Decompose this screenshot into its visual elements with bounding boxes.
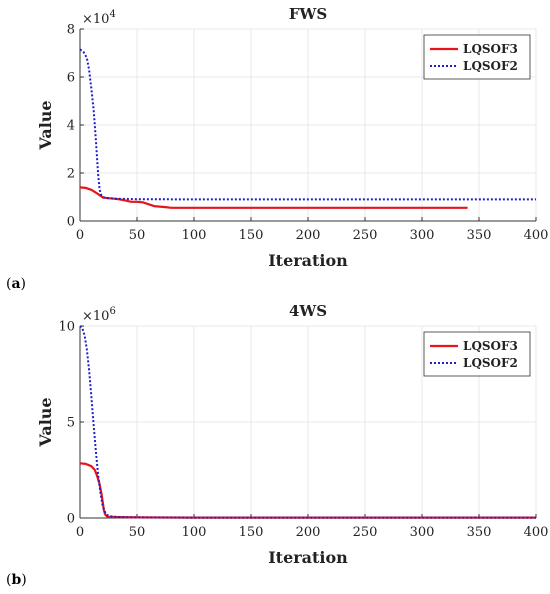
- chart-4ws-x-tick-label: 0: [76, 525, 84, 540]
- chart-fws-x-tick-label: 350: [467, 228, 492, 243]
- chart-4ws-x-tick-label: 350: [467, 525, 492, 540]
- chart-fws-x-tick-label: 50: [129, 228, 146, 243]
- chart-fws-y-tick-label: 8: [67, 23, 75, 38]
- chart-fws-y-tick-label: 6: [67, 71, 75, 86]
- chart-fws-x-tick-label: 250: [353, 228, 378, 243]
- chart-fws-y-tick-label: 2: [67, 167, 75, 182]
- chart-4ws-series-lqsof3: [79, 462, 536, 519]
- chart-fws-y-multiplier: ×104: [82, 9, 116, 27]
- chart-fws-x-tick-label: 300: [410, 228, 435, 243]
- chart-4ws-x-tick-label: 50: [129, 525, 146, 540]
- chart-4ws-y-multiplier: ×106: [82, 306, 116, 324]
- chart-4ws-legend-label-lqsof3: LQSOF3: [463, 339, 518, 353]
- chart-fws-series-lqsof3: [79, 186, 468, 209]
- chart-fws-legend-label-lqsof3: LQSOF3: [463, 42, 518, 56]
- chart-4ws-x-tick-label: 250: [353, 525, 378, 540]
- chart-fws-x-tick-label: 100: [182, 228, 207, 243]
- chart-fws-y-tick-label: 4: [67, 119, 75, 134]
- chart-fws-x-tick-label: 150: [239, 228, 264, 243]
- chart-4ws-legend-label-lqsof2: LQSOF2: [463, 356, 518, 370]
- chart-fws-title: FWS: [289, 5, 327, 23]
- chart-fws-series-lqsof2: [79, 48, 536, 201]
- chart-4ws-y-tick-label: 0: [67, 512, 75, 527]
- chart-4ws-title: 4WS: [289, 302, 327, 320]
- chart-fws-x-tick-label: 400: [524, 228, 549, 243]
- panel-label-a: (a): [6, 276, 27, 292]
- chart-4ws-y-label: Value: [36, 397, 55, 447]
- chart-4ws-x-tick-label: 300: [410, 525, 435, 540]
- chart-4ws-x-label: Iteration: [268, 548, 348, 567]
- chart-4ws-y-tick-label: 5: [67, 416, 75, 431]
- chart-4ws-series-lqsof2: [79, 325, 536, 519]
- chart-4ws-x-tick-label: 150: [239, 525, 264, 540]
- chart-4ws-y-tick-label: 10: [58, 320, 75, 335]
- chart-4ws-x-tick-label: 200: [296, 525, 321, 540]
- chart-fws-y-label: Value: [36, 100, 55, 150]
- chart-fws-x-label: Iteration: [268, 251, 348, 270]
- chart-4ws-x-tick-label: 400: [524, 525, 549, 540]
- chart-4ws-y-exponent: 6: [109, 306, 115, 317]
- chart-fws-legend-label-lqsof2: LQSOF2: [463, 59, 518, 73]
- chart-fws-x-tick-label: 200: [296, 228, 321, 243]
- chart-fws-legend-box: [423, 34, 531, 80]
- panel-label-b: (b): [6, 572, 27, 588]
- chart-fws-y-tick-label: 0: [67, 215, 75, 230]
- chart-4ws-x-tick-label: 100: [182, 525, 207, 540]
- chart-4ws-legend-box: [423, 331, 531, 377]
- chart-fws-y-exponent: 4: [109, 9, 115, 20]
- chart-fws-x-tick-label: 0: [76, 228, 84, 243]
